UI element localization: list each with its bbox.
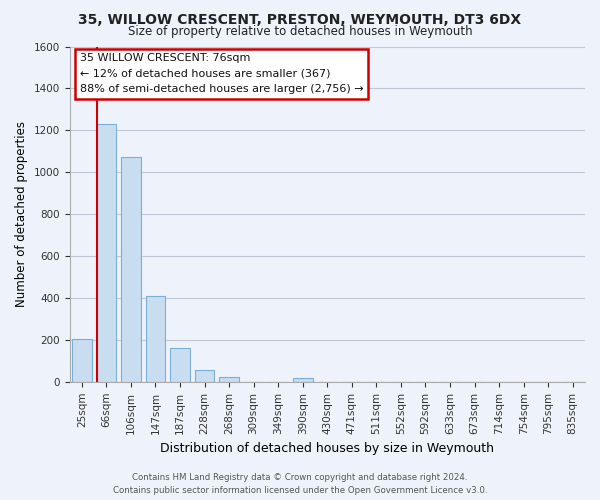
Text: Size of property relative to detached houses in Weymouth: Size of property relative to detached ho… [128,25,472,38]
Y-axis label: Number of detached properties: Number of detached properties [15,121,28,307]
Bar [219,376,239,382]
X-axis label: Distribution of detached houses by size in Weymouth: Distribution of detached houses by size … [160,442,494,455]
Text: Contains HM Land Registry data © Crown copyright and database right 2024.
Contai: Contains HM Land Registry data © Crown c… [113,474,487,495]
Bar [293,378,313,382]
Bar [72,339,92,382]
Bar [97,124,116,382]
Bar [146,296,165,382]
Bar [170,348,190,382]
Text: 35, WILLOW CRESCENT, PRESTON, WEYMOUTH, DT3 6DX: 35, WILLOW CRESCENT, PRESTON, WEYMOUTH, … [79,12,521,26]
Bar [121,156,141,382]
Bar [195,370,214,382]
Text: 35 WILLOW CRESCENT: 76sqm
← 12% of detached houses are smaller (367)
88% of semi: 35 WILLOW CRESCENT: 76sqm ← 12% of detac… [80,53,364,94]
